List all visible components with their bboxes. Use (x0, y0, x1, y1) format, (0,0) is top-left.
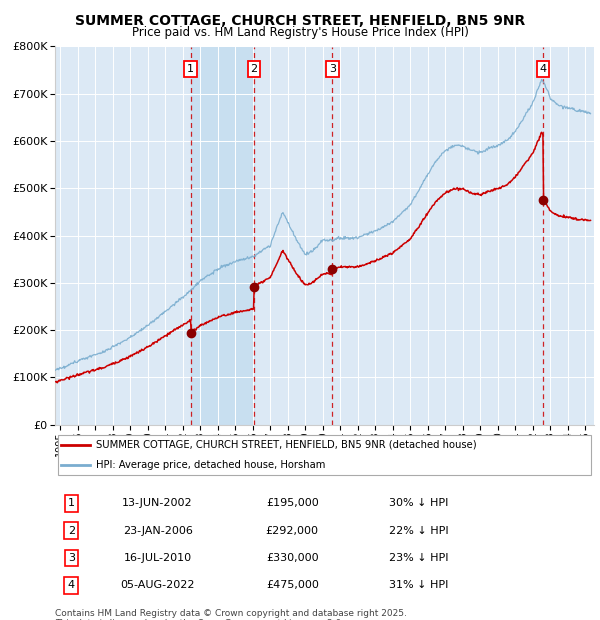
Text: 1: 1 (68, 498, 75, 508)
Text: 1: 1 (187, 64, 194, 74)
Text: Price paid vs. HM Land Registry's House Price Index (HPI): Price paid vs. HM Land Registry's House … (131, 26, 469, 39)
Text: 30% ↓ HPI: 30% ↓ HPI (389, 498, 449, 508)
Text: SUMMER COTTAGE, CHURCH STREET, HENFIELD, BN5 9NR: SUMMER COTTAGE, CHURCH STREET, HENFIELD,… (75, 14, 525, 28)
Text: 22% ↓ HPI: 22% ↓ HPI (389, 526, 449, 536)
Text: 3: 3 (329, 64, 336, 74)
Text: 4: 4 (68, 580, 75, 590)
Text: 23% ↓ HPI: 23% ↓ HPI (389, 553, 449, 563)
Text: 3: 3 (68, 553, 75, 563)
Text: £330,000: £330,000 (266, 553, 319, 563)
Text: 2: 2 (68, 526, 75, 536)
Text: Contains HM Land Registry data © Crown copyright and database right 2025.
This d: Contains HM Land Registry data © Crown c… (55, 609, 407, 620)
Text: HPI: Average price, detached house, Horsham: HPI: Average price, detached house, Hors… (95, 460, 325, 471)
Text: £475,000: £475,000 (266, 580, 319, 590)
Text: £292,000: £292,000 (266, 526, 319, 536)
Text: 13-JUN-2002: 13-JUN-2002 (122, 498, 193, 508)
Text: 23-JAN-2006: 23-JAN-2006 (122, 526, 193, 536)
Text: 16-JUL-2010: 16-JUL-2010 (124, 553, 191, 563)
Text: SUMMER COTTAGE, CHURCH STREET, HENFIELD, BN5 9NR (detached house): SUMMER COTTAGE, CHURCH STREET, HENFIELD,… (95, 440, 476, 450)
Bar (191, 46, 254, 425)
Text: £195,000: £195,000 (266, 498, 319, 508)
Text: 05-AUG-2022: 05-AUG-2022 (121, 580, 195, 590)
Text: 4: 4 (539, 64, 547, 74)
Text: 2: 2 (251, 64, 257, 74)
Text: 31% ↓ HPI: 31% ↓ HPI (389, 580, 449, 590)
FancyBboxPatch shape (58, 435, 592, 475)
